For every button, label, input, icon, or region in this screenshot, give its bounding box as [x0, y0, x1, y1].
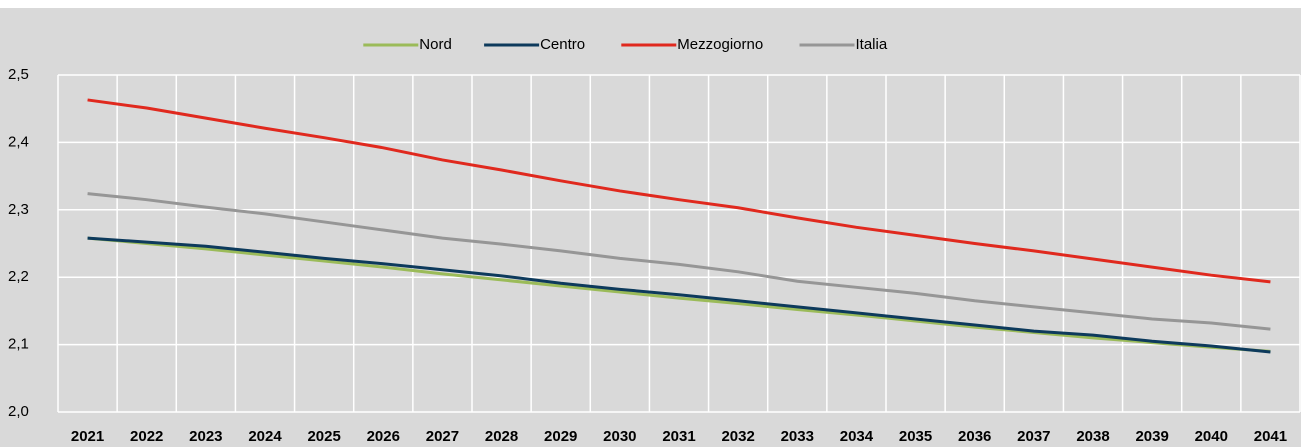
y-tick-label: 2,2: [8, 268, 29, 285]
legend-label: Nord: [419, 36, 452, 53]
y-tick-label: 2,5: [8, 66, 29, 83]
x-tick-label: 2034: [840, 428, 874, 445]
x-tick-label: 2029: [544, 428, 577, 445]
y-tick-label: 2,1: [8, 336, 29, 353]
x-tick-label: 2039: [1135, 428, 1168, 445]
x-tick-label: 2031: [662, 428, 695, 445]
chart-background: [0, 8, 1301, 447]
x-tick-label: 2022: [130, 428, 163, 445]
x-tick-label: 2021: [71, 428, 104, 445]
x-tick-label: 2035: [899, 428, 932, 445]
x-tick-label: 2038: [1076, 428, 1109, 445]
x-tick-label: 2025: [307, 428, 340, 445]
x-tick-label: 2028: [485, 428, 518, 445]
legend-label: Mezzogiorno: [677, 36, 763, 53]
x-tick-label: 2030: [603, 428, 636, 445]
y-tick-label: 2,0: [8, 403, 29, 420]
legend-label: Italia: [856, 36, 888, 53]
series-line: [87, 236, 1271, 353]
x-tick-label: 2024: [248, 428, 282, 445]
x-tick-label: 2036: [958, 428, 991, 445]
series-line: [87, 192, 1271, 331]
x-tick-label: 2026: [367, 428, 400, 445]
x-tick-label: 2023: [189, 428, 222, 445]
x-tick-label: 2041: [1254, 428, 1287, 445]
x-tick-label: 2027: [426, 428, 459, 445]
series-line: [87, 98, 1271, 284]
x-tick-label: 2037: [1017, 428, 1050, 445]
series-line: [87, 236, 1271, 354]
y-tick-label: 2,3: [8, 201, 29, 218]
y-tick-label: 2,4: [8, 133, 29, 150]
x-tick-label: 2040: [1195, 428, 1228, 445]
x-tick-label: 2032: [721, 428, 754, 445]
legend: Nord Centro Mezzogiorno Italia: [363, 36, 888, 53]
x-tick-label: 2033: [781, 428, 814, 445]
legend-label: Centro: [540, 36, 585, 53]
